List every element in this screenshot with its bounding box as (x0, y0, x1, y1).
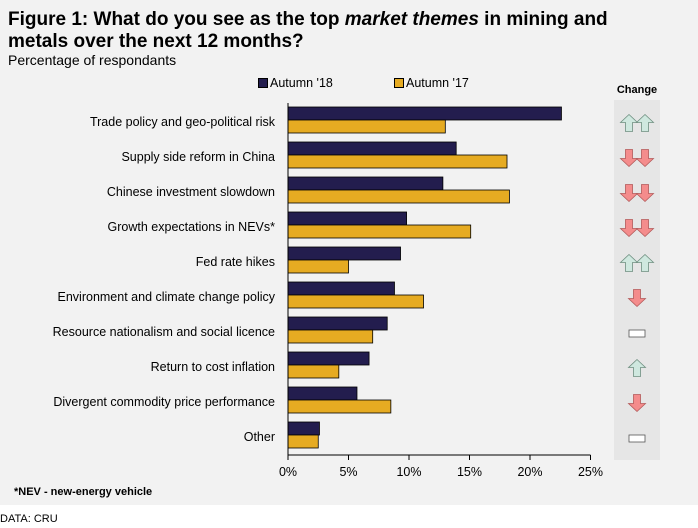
arrow-up-icon (627, 358, 647, 377)
legend-item-autumn17: Autumn '17 (394, 76, 469, 90)
bar-autumn18 (287, 106, 562, 121)
category-label: Growth expectations in NEVs* (108, 220, 276, 234)
x-tick-label: 25% (578, 465, 603, 479)
legend-item-autumn18: Autumn '18 (258, 76, 333, 90)
bar-autumn18 (287, 316, 388, 331)
footnote: *NEV - new-energy vehicle (14, 486, 153, 498)
bar-autumn18 (287, 211, 407, 226)
data-source: DATA: CRU (0, 513, 58, 525)
category-label: Fed rate hikes (196, 255, 275, 269)
bar-autumn18 (287, 351, 370, 366)
category-label: Chinese investment slowdown (107, 185, 275, 199)
bar-autumn17 (287, 329, 374, 344)
bar-autumn18 (287, 281, 395, 296)
legend-swatch-autumn18 (258, 78, 268, 88)
bar-autumn18 (287, 176, 444, 191)
title-suffix: in mining and metals over the next 12 mo… (8, 9, 608, 52)
bar-autumn18 (287, 421, 320, 436)
change-column-header: Change (616, 84, 658, 96)
x-tick-label: 5% (339, 465, 357, 479)
x-tick-label: 15% (457, 465, 482, 479)
title-prefix: Figure 1: What do you see as the top (8, 9, 345, 30)
bar-autumn18 (287, 386, 358, 401)
x-tick-label: 20% (517, 465, 542, 479)
arrow-down-icon (635, 219, 655, 238)
bar-autumn17 (287, 434, 319, 449)
category-label: Other (244, 430, 275, 444)
no-change-icon (628, 329, 646, 338)
chart-title: Figure 1: What do you see as the top mar… (8, 9, 608, 53)
arrow-up-icon (635, 113, 655, 132)
arrow-down-icon (635, 184, 655, 203)
category-label: Return to cost inflation (151, 360, 275, 374)
bar-autumn17 (287, 364, 340, 379)
no-change-icon (628, 434, 646, 443)
legend-label-autumn18: Autumn '18 (270, 76, 333, 90)
bar-autumn17 (287, 154, 508, 169)
category-label: Supply side reform in China (121, 150, 275, 164)
legend-swatch-autumn17 (394, 78, 404, 88)
category-label: Divergent commodity price performance (53, 395, 275, 409)
bar-autumn17 (287, 399, 392, 414)
bar-autumn17 (287, 189, 510, 204)
bar-autumn18 (287, 141, 457, 156)
bar-chart: Trade policy and geo-political risk Suppl… (53, 100, 660, 479)
title-emphasis: market themes (344, 9, 479, 30)
x-tick-label: 10% (396, 465, 421, 479)
category-label: Resource nationalism and social licence (53, 325, 275, 339)
bar-autumn17 (287, 294, 424, 309)
arrow-down-icon (627, 289, 647, 308)
category-label: Trade policy and geo-political risk (90, 115, 276, 129)
chart-subtitle: Percentage of respondants (8, 52, 177, 68)
bar-autumn17 (287, 259, 349, 274)
legend-label-autumn17: Autumn '17 (406, 76, 469, 90)
arrow-down-icon (627, 394, 647, 413)
arrow-up-icon (635, 253, 655, 272)
bar-autumn17 (287, 119, 446, 134)
arrow-down-icon (635, 149, 655, 168)
x-tick-label: 0% (279, 465, 297, 479)
bar-autumn18 (287, 246, 401, 261)
category-label: Environment and climate change policy (58, 290, 276, 304)
bar-autumn17 (287, 224, 472, 239)
